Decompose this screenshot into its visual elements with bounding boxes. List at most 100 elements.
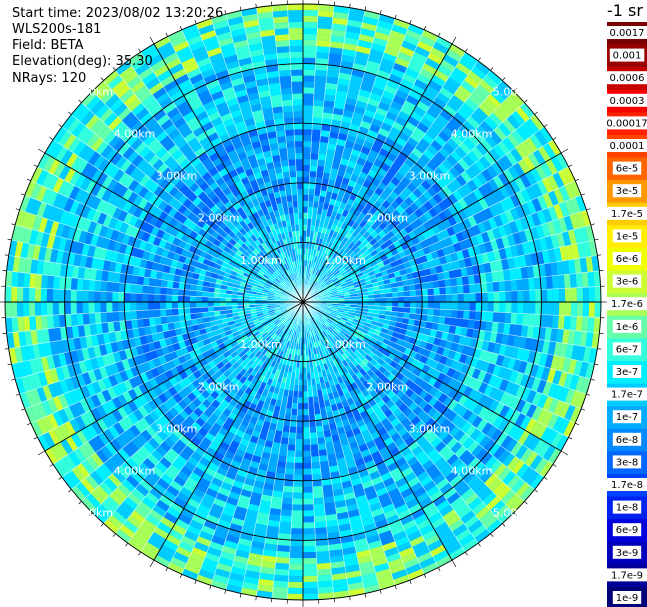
- range-bin: [303, 367, 307, 374]
- range-bin: [311, 290, 317, 295]
- range-bin: [442, 449, 455, 462]
- range-bin: [191, 388, 202, 398]
- range-bin: [520, 266, 529, 279]
- range-bin: [290, 336, 294, 343]
- range-bin: [423, 373, 432, 384]
- range-bin: [499, 212, 509, 226]
- range-bin: [232, 331, 240, 338]
- range-bin: [300, 349, 303, 356]
- range-bin: [412, 188, 423, 199]
- range-bin: [408, 259, 417, 267]
- range-bin: [319, 293, 326, 297]
- range-bin: [303, 212, 308, 219]
- range-bin: [266, 434, 275, 442]
- range-bin: [320, 382, 327, 390]
- range-bin: [460, 170, 472, 183]
- ray-separator: [271, 301, 304, 599]
- range-bin: [102, 332, 111, 345]
- range-bin: [359, 368, 367, 377]
- range-bin: [69, 418, 82, 434]
- range-bin: [457, 285, 464, 294]
- range-bin: [392, 121, 405, 132]
- range-bin: [446, 99, 461, 113]
- range-bin: [397, 286, 404, 292]
- range-bin: [198, 274, 206, 281]
- range-bin: [514, 372, 525, 386]
- range-bin: [340, 280, 347, 285]
- range-bin: [585, 362, 595, 380]
- range-bin: [460, 80, 476, 94]
- range-bin: [481, 422, 493, 436]
- range-bin: [526, 403, 538, 419]
- range-bin: [313, 315, 318, 322]
- range-bin: [308, 272, 311, 279]
- range-bin: [80, 205, 91, 219]
- range-bin: [447, 215, 457, 227]
- range-bin: [253, 480, 265, 489]
- range-bin: [353, 106, 366, 115]
- range-bin: [429, 468, 442, 481]
- range-bin: [262, 549, 277, 557]
- range-bin: [184, 257, 192, 266]
- range-bin: [86, 383, 97, 397]
- range-bin: [260, 426, 270, 435]
- range-bin: [326, 447, 336, 456]
- range-bin: [356, 176, 366, 186]
- range-bin: [294, 318, 298, 325]
- range-bin: [446, 49, 463, 63]
- range-bin: [498, 508, 514, 524]
- range-bin: [225, 305, 232, 311]
- range-bin: [110, 341, 119, 353]
- range-bin: [303, 421, 310, 428]
- range-bin: [40, 232, 50, 248]
- range-bin: [140, 546, 157, 561]
- range-bin: [447, 377, 457, 389]
- range-bin: [269, 339, 275, 346]
- range-bin: [434, 441, 447, 453]
- range-bin: [44, 448, 59, 465]
- range-bin: [490, 239, 499, 252]
- range-bin: [20, 242, 29, 259]
- range-bin: [384, 508, 398, 519]
- range-bin: [345, 321, 352, 327]
- range-bin: [336, 426, 346, 435]
- range-bin: [294, 462, 303, 469]
- range-bin: [263, 313, 270, 317]
- range-bin: [58, 393, 69, 409]
- range-bin: [437, 221, 447, 232]
- range-bin: [453, 501, 468, 515]
- range-bin: [332, 329, 339, 336]
- range-bin: [426, 144, 439, 156]
- range-bin: [324, 329, 330, 336]
- range-bin: [506, 456, 520, 471]
- range-bin: [564, 404, 576, 421]
- range-bin: [457, 310, 464, 319]
- range-bin: [324, 349, 331, 357]
- range-bin: [547, 288, 554, 302]
- range-bin: [336, 138, 347, 147]
- range-bin: [445, 302, 452, 310]
- range-bin: [77, 266, 86, 279]
- range-bin: [313, 402, 320, 409]
- range-bin: [470, 337, 478, 349]
- range-bin: [398, 296, 405, 302]
- range-bin: [303, 581, 318, 589]
- range-bin: [160, 316, 168, 325]
- range-bin: [373, 313, 380, 319]
- range-bin: [575, 272, 583, 288]
- range-bin: [183, 461, 196, 472]
- range-bin: [337, 309, 344, 313]
- range-bin: [173, 274, 181, 283]
- range-bin: [458, 57, 475, 71]
- range-bin: [418, 138, 431, 150]
- ray-separator: [6, 301, 304, 334]
- range-bin: [181, 535, 197, 547]
- range-bin: [517, 430, 531, 445]
- range-bin: [467, 377, 478, 389]
- range-bin: [383, 408, 393, 418]
- range-bin: [330, 323, 337, 329]
- range-bin: [284, 320, 289, 327]
- range-bin: [335, 350, 342, 357]
- range-bin: [6, 332, 15, 349]
